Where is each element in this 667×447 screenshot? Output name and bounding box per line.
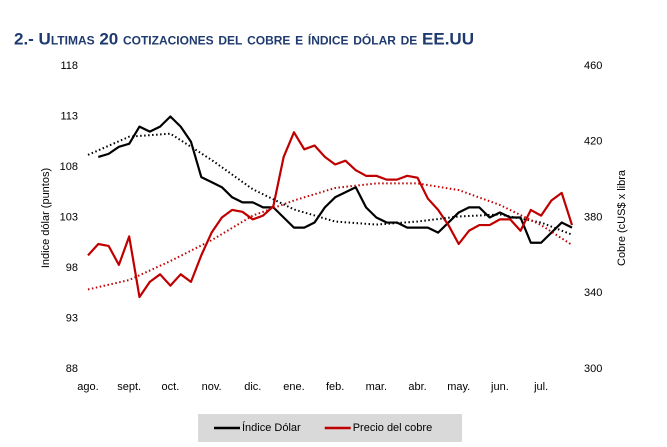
y-tick-label: 93 [66, 312, 78, 324]
chart-title: 2.- Ultimas 20 cotizaciones del cobre e … [14, 29, 474, 48]
x-tick-label: oct. [162, 381, 180, 393]
legend-label: Índice Dólar [242, 421, 301, 434]
x-tick-label: ene. [283, 381, 304, 393]
y2-axis-label: Cobre (cUS$ x libra [616, 169, 628, 266]
y2-tick-label: 460 [584, 60, 602, 72]
y2-tick-label: 420 [584, 136, 602, 148]
x-tick-label: abr. [408, 381, 426, 393]
trend-line [87, 182, 573, 291]
y-tick-label: 118 [60, 60, 78, 72]
y-tick-label: 113 [60, 110, 78, 122]
x-tick-label: dic. [244, 381, 261, 393]
x-tick-label: jul. [533, 381, 548, 393]
x-tick-label: nov. [202, 381, 222, 393]
y-tick-label: 103 [60, 211, 78, 223]
x-tick-label: sept. [117, 381, 141, 393]
x-tick-label: mar. [366, 381, 387, 393]
x-tick-label: jun. [490, 381, 509, 393]
y-tick-label: 88 [66, 363, 78, 375]
x-tick-label: feb. [326, 381, 344, 393]
x-tick-label: may. [447, 381, 470, 393]
y-tick-label: 98 [66, 262, 78, 274]
y2-tick-label: 300 [584, 363, 602, 375]
series-line [87, 131, 574, 299]
legend-label: Precio del cobre [353, 422, 433, 434]
x-tick-label: ago. [77, 381, 98, 393]
series-line [97, 115, 573, 244]
y-axis-label: Indice dólar (puntos) [40, 168, 52, 268]
y2-tick-label: 380 [584, 211, 602, 223]
y-tick-label: 108 [60, 161, 78, 173]
y2-tick-label: 340 [584, 287, 602, 299]
